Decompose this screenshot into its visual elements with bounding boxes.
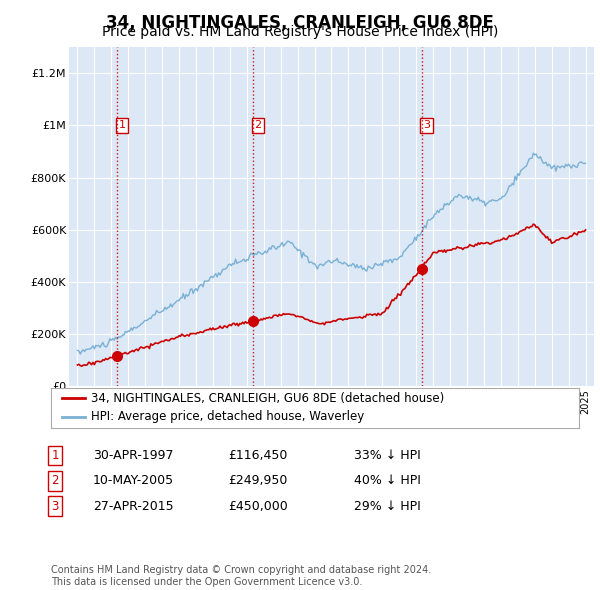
Text: 30-APR-1997: 30-APR-1997 bbox=[93, 449, 173, 462]
Text: Contains HM Land Registry data © Crown copyright and database right 2024.
This d: Contains HM Land Registry data © Crown c… bbox=[51, 565, 431, 587]
Text: HPI: Average price, detached house, Waverley: HPI: Average price, detached house, Wave… bbox=[91, 411, 364, 424]
Text: 3: 3 bbox=[52, 500, 59, 513]
Text: 2: 2 bbox=[254, 120, 262, 130]
Text: 1: 1 bbox=[52, 449, 59, 462]
Text: £249,950: £249,950 bbox=[228, 474, 287, 487]
Text: 34, NIGHTINGALES, CRANLEIGH, GU6 8DE (detached house): 34, NIGHTINGALES, CRANLEIGH, GU6 8DE (de… bbox=[91, 392, 444, 405]
Text: 10-MAY-2005: 10-MAY-2005 bbox=[93, 474, 174, 487]
Text: 2: 2 bbox=[52, 474, 59, 487]
Text: 1: 1 bbox=[119, 120, 125, 130]
Text: £116,450: £116,450 bbox=[228, 449, 287, 462]
Text: 33% ↓ HPI: 33% ↓ HPI bbox=[354, 449, 421, 462]
Text: 27-APR-2015: 27-APR-2015 bbox=[93, 500, 173, 513]
Text: 34, NIGHTINGALES, CRANLEIGH, GU6 8DE: 34, NIGHTINGALES, CRANLEIGH, GU6 8DE bbox=[106, 14, 494, 32]
Text: £450,000: £450,000 bbox=[228, 500, 288, 513]
Text: 40% ↓ HPI: 40% ↓ HPI bbox=[354, 474, 421, 487]
Text: Price paid vs. HM Land Registry's House Price Index (HPI): Price paid vs. HM Land Registry's House … bbox=[102, 25, 498, 40]
Text: 29% ↓ HPI: 29% ↓ HPI bbox=[354, 500, 421, 513]
Text: 3: 3 bbox=[423, 120, 430, 130]
